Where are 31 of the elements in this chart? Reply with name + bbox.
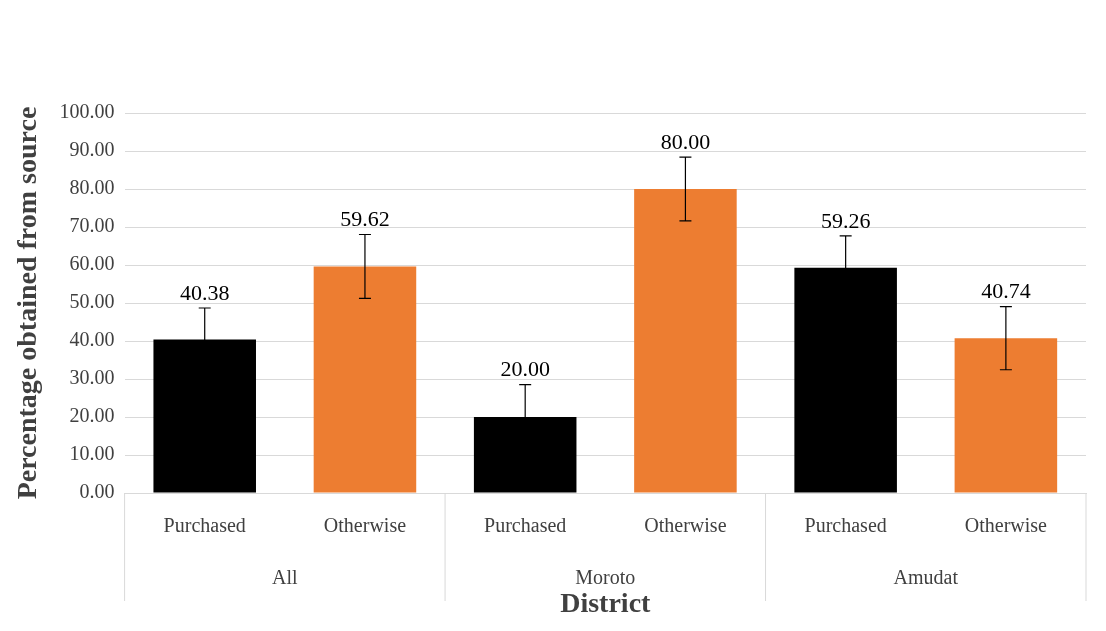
y-tick-label: 60.00 [69,252,115,275]
text: All [272,566,299,589]
x-tick-label: Purchased [804,514,887,537]
bar [634,189,737,493]
y-tick-label: 30.00 [69,366,115,389]
x-tick-label: Otherwise [964,514,1048,537]
y-tick-label: 100.00 [59,100,115,123]
y-tick-label: 0.00 [79,480,115,503]
text: Amudat [893,566,959,589]
y-tick-label: 70.00 [69,214,115,237]
data-label: 80.00 [660,128,711,154]
x-tick-label: Otherwise [323,514,407,537]
text: Moroto [575,566,636,589]
y-tick-label: 10.00 [69,442,115,465]
data-label: 20.00 [500,356,550,382]
x-tick-label: Otherwise [644,514,727,537]
x-axis-title: District [560,587,652,619]
data-label: 59.62 [340,206,390,232]
y-axis-title: Percentage obtained from source [11,106,43,500]
y-tick-label: 50.00 [69,290,115,313]
data-label: 59.26 [820,207,871,233]
y-tick-label: 80.00 [69,176,115,199]
y-tick-label: 90.00 [69,138,115,161]
data-label: 40.38 [179,279,230,305]
bar [313,266,417,493]
x-tick-label: Purchased [163,514,246,537]
y-tick-label: 20.00 [69,404,115,427]
x-tick-label: Purchased [484,514,567,537]
data-label: 40.74 [981,278,1031,304]
y-tick-label: 40.00 [69,328,115,351]
bar [954,338,1058,493]
